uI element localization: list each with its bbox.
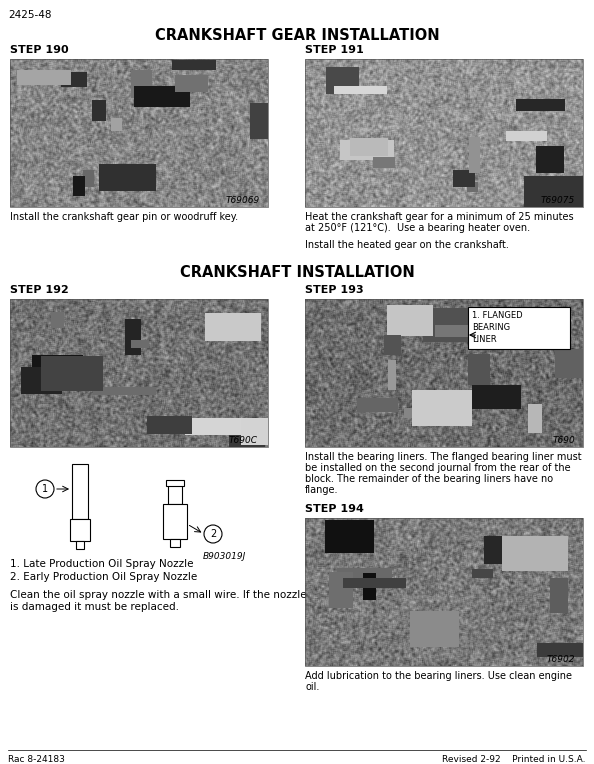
- Bar: [170, 539, 180, 547]
- Text: Heat the crankshaft gear for a minimum of 25 minutes: Heat the crankshaft gear for a minimum o…: [305, 212, 574, 222]
- Text: block. The remainder of the bearing liners have no: block. The remainder of the bearing line…: [305, 474, 553, 484]
- Bar: [10, 299, 268, 447]
- Text: 2425-48: 2425-48: [8, 10, 52, 20]
- Text: 2: 2: [210, 529, 216, 539]
- Text: STEP 194: STEP 194: [305, 504, 364, 514]
- Bar: [168, 484, 182, 504]
- Bar: [305, 299, 583, 447]
- Text: 1. FLANGED
BEARING
LINER: 1. FLANGED BEARING LINER: [472, 311, 523, 344]
- Text: oil.: oil.: [305, 682, 320, 692]
- Bar: [305, 59, 583, 207]
- Text: Rac 8-24183: Rac 8-24183: [8, 755, 65, 764]
- Bar: [468, 307, 570, 349]
- Text: at 250°F (121°C).  Use a bearing heater oven.: at 250°F (121°C). Use a bearing heater o…: [305, 223, 530, 233]
- Text: T69075: T69075: [541, 196, 575, 205]
- Text: Install the crankshaft gear pin or woodruff key.: Install the crankshaft gear pin or woodr…: [10, 212, 238, 222]
- Bar: [72, 464, 88, 519]
- Text: Install the heated gear on the crankshaft.: Install the heated gear on the crankshaf…: [305, 240, 509, 250]
- Text: 1: 1: [42, 484, 48, 494]
- Text: STEP 193: STEP 193: [305, 285, 364, 295]
- Bar: [166, 480, 184, 486]
- Bar: [163, 504, 187, 539]
- Text: CRANKSHAFT GEAR INSTALLATION: CRANKSHAFT GEAR INSTALLATION: [154, 28, 440, 43]
- Text: 1. Late Production Oil Spray Nozzle: 1. Late Production Oil Spray Nozzle: [10, 559, 194, 569]
- Text: CRANKSHAFT INSTALLATION: CRANKSHAFT INSTALLATION: [179, 265, 415, 280]
- Text: Install the bearing liners. The flanged bearing liner must: Install the bearing liners. The flanged …: [305, 452, 582, 462]
- Text: be installed on the second journal from the rear of the: be installed on the second journal from …: [305, 463, 571, 473]
- Text: Clean the oil spray nozzle with a small wire. If the nozzle: Clean the oil spray nozzle with a small …: [10, 590, 307, 600]
- Text: T6902: T6902: [546, 655, 575, 664]
- Text: Revised 2-92    Printed in U.S.A.: Revised 2-92 Printed in U.S.A.: [443, 755, 586, 764]
- Bar: [76, 541, 84, 549]
- Text: Add lubrication to the bearing liners. Use clean engine: Add lubrication to the bearing liners. U…: [305, 671, 572, 681]
- Text: 2. Early Production Oil Spray Nozzle: 2. Early Production Oil Spray Nozzle: [10, 572, 197, 582]
- Text: T69069: T69069: [226, 196, 260, 205]
- Text: is damaged it must be replaced.: is damaged it must be replaced.: [10, 602, 179, 612]
- Text: STEP 192: STEP 192: [10, 285, 69, 295]
- Text: B903019J: B903019J: [203, 552, 247, 561]
- Text: STEP 191: STEP 191: [305, 45, 364, 55]
- Text: flange.: flange.: [305, 485, 339, 495]
- Text: T690C: T690C: [229, 436, 258, 445]
- Text: T690: T690: [552, 436, 575, 445]
- Bar: [10, 59, 268, 207]
- Bar: [305, 518, 583, 666]
- Bar: [70, 519, 90, 541]
- Text: STEP 190: STEP 190: [10, 45, 69, 55]
